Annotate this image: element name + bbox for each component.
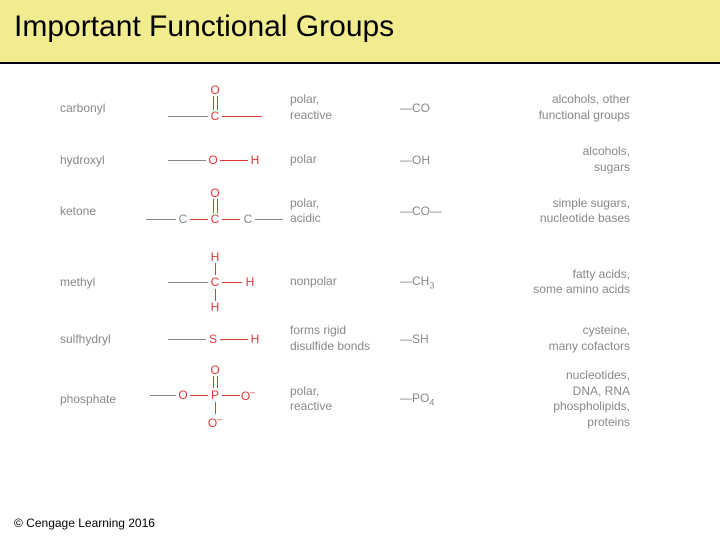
group-property: forms rigiddisulfide bonds	[290, 323, 400, 354]
group-property: polar,reactive	[290, 384, 400, 415]
group-formula: —OH	[400, 153, 480, 167]
group-found: alcohols, otherfunctional groups	[480, 92, 630, 123]
group-found: cysteine,many cofactors	[480, 323, 630, 354]
structure-ketone: O C C C	[140, 181, 290, 241]
functional-groups-table: carbonyl O C polar,reactive —CO alcohols…	[60, 78, 680, 444]
copyright-text: © Cengage Learning 2016	[14, 516, 155, 530]
structure-methyl: H C H H	[140, 247, 290, 317]
table-row: hydroxyl O H polar —OH alcohols,sugars	[60, 144, 680, 175]
table-row: sulfhydryl S H forms rigiddisulfide bond…	[60, 323, 680, 354]
group-formula: —SH	[400, 332, 480, 346]
group-formula: —CO—	[400, 204, 480, 218]
table-row: phosphate O O P O– O– polar,reactive —PO…	[60, 360, 680, 438]
group-formula: —CO	[400, 101, 480, 115]
group-found: nucleotides,DNA, RNAphospholipids,protei…	[480, 368, 630, 430]
group-property: nonpolar	[290, 274, 400, 290]
page-title: Important Functional Groups	[14, 10, 706, 44]
group-formula: —PO4	[400, 391, 480, 407]
group-name: hydroxyl	[60, 153, 140, 167]
group-found: fatty acids,some amino acids	[480, 267, 630, 298]
table-row: carbonyl O C polar,reactive —CO alcohols…	[60, 78, 680, 138]
group-name: carbonyl	[60, 101, 140, 115]
group-name: phosphate	[60, 392, 140, 406]
group-formula: —CH3	[400, 274, 480, 290]
group-property: polar,reactive	[290, 92, 400, 123]
group-name: ketone	[60, 204, 140, 218]
table-row: ketone O C C C polar,acidic —CO— simple …	[60, 181, 680, 241]
group-name: methyl	[60, 275, 140, 289]
group-found: alcohols,sugars	[480, 144, 630, 175]
group-property: polar	[290, 152, 400, 168]
structure-phosphate: O O P O– O–	[140, 360, 290, 438]
structure-carbonyl: O C	[140, 78, 290, 138]
group-name: sulfhydryl	[60, 332, 140, 346]
structure-sulfhydryl: S H	[140, 324, 290, 354]
group-property: polar,acidic	[290, 196, 400, 227]
table-row: methyl H C H H nonpolar —CH3 fatty acids…	[60, 247, 680, 317]
group-found: simple sugars,nucleotide bases	[480, 196, 630, 227]
structure-hydroxyl: O H	[140, 145, 290, 175]
title-bar: Important Functional Groups	[0, 0, 720, 64]
